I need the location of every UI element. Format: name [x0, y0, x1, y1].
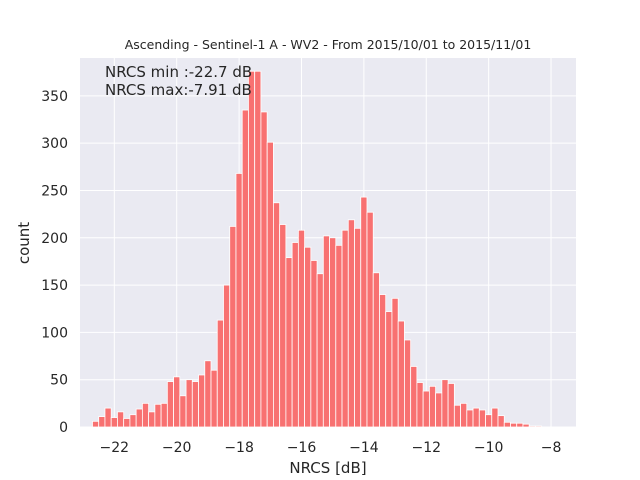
histogram-bar: [435, 392, 443, 428]
histogram-bar: [92, 420, 100, 428]
x-axis-label: NRCS [dB]: [289, 459, 366, 477]
x-tick-label: −22: [100, 440, 130, 456]
histogram-bar: [266, 141, 274, 428]
histogram-bar: [98, 416, 106, 428]
histogram-bar: [154, 403, 162, 428]
x-tick-label: −8: [541, 440, 562, 456]
histogram-bar: [204, 360, 212, 428]
histogram-bar: [179, 395, 187, 428]
histogram-bar: [297, 229, 306, 428]
histogram-bar: [185, 379, 193, 428]
x-axis-ticks: −22 −20 −18 −16 −14 −12 −10 −8: [100, 440, 562, 456]
y-axis-label: count: [15, 222, 33, 264]
histogram-bar: [347, 219, 355, 428]
y-tick-label: 100: [41, 325, 68, 341]
histogram-bar: [273, 202, 281, 428]
histogram-bar: [491, 407, 499, 428]
histogram-bar: [123, 418, 131, 428]
histogram-bar: [191, 381, 199, 428]
histogram-bars: [92, 70, 543, 428]
histogram-bar: [379, 294, 387, 428]
y-tick-label: 350: [41, 89, 68, 105]
histogram-bar: [117, 411, 125, 428]
histogram-bar: [447, 383, 455, 428]
histogram-bar: [416, 382, 424, 428]
histogram-bar: [291, 242, 299, 428]
histogram-bar: [329, 237, 337, 428]
histogram-bar: [422, 390, 430, 428]
histogram-bar: [441, 379, 449, 428]
histogram-bar: [129, 414, 137, 428]
histogram-bar: [285, 257, 293, 428]
histogram-bar: [210, 369, 218, 428]
histogram-bar: [528, 425, 536, 428]
histogram-bar: [198, 374, 206, 428]
histogram-bar: [248, 70, 256, 428]
histogram-bar: [241, 109, 249, 428]
nrcs-max-annotation: NRCS max:-7.91 dB: [105, 81, 252, 99]
x-tick-label: −10: [474, 440, 504, 456]
histogram-bar: [466, 409, 474, 428]
histogram-bar: [472, 407, 480, 428]
histogram-bar: [148, 411, 156, 428]
histogram-bar: [322, 235, 330, 428]
histogram-bar: [160, 402, 168, 428]
histogram-bar: [304, 246, 312, 428]
histogram-bar: [341, 229, 349, 428]
histogram-bar: [485, 414, 493, 428]
histogram-bar: [166, 381, 174, 428]
chart-title: Ascending - Sentinel-1 A - WV2 - From 20…: [125, 37, 532, 52]
y-tick-label: 300: [41, 136, 68, 152]
histogram-bar: [366, 211, 374, 428]
y-tick-label: 150: [41, 278, 68, 294]
histogram-bar: [104, 407, 112, 428]
histogram-bar: [260, 111, 268, 428]
histogram-bar: [385, 311, 393, 428]
histogram-bar: [397, 320, 405, 428]
histogram-bar: [310, 260, 318, 428]
histogram-bar: [279, 224, 287, 428]
histogram-bar: [235, 173, 243, 428]
histogram-bar: [110, 417, 118, 428]
x-tick-label: −12: [411, 440, 441, 456]
histogram-bar: [460, 402, 468, 428]
histogram-bar: [141, 402, 150, 428]
y-tick-label: 200: [41, 231, 68, 247]
histogram-bar: [510, 422, 518, 428]
histogram-bar: [453, 404, 461, 428]
histogram-bar: [173, 376, 181, 428]
histogram-bar: [223, 284, 231, 428]
y-axis-ticks: 0 50 100 150 200 250 300 350: [41, 89, 68, 436]
x-tick-label: −20: [162, 440, 192, 456]
histogram-bar: [135, 408, 143, 428]
histogram-bar: [478, 409, 486, 428]
y-tick-label: 0: [59, 420, 68, 436]
histogram-bar: [229, 226, 237, 428]
histogram-bar: [410, 366, 418, 428]
histogram-bar: [404, 339, 412, 428]
x-tick-label: −18: [224, 440, 254, 456]
histogram-bar: [497, 415, 505, 428]
x-tick-label: −16: [287, 440, 317, 456]
y-tick-label: 50: [50, 373, 68, 389]
histogram-bar: [522, 423, 530, 428]
y-tick-label: 250: [41, 183, 68, 199]
histogram-bar: [316, 273, 324, 428]
histogram-bar: [372, 272, 380, 428]
histogram-bar: [503, 421, 511, 428]
histogram-bar: [254, 70, 262, 428]
histogram-bar: [216, 319, 224, 428]
x-tick-label: −14: [349, 440, 379, 456]
histogram-bar: [535, 425, 543, 428]
histogram-bar: [335, 244, 343, 428]
nrcs-min-annotation: NRCS min :-22.7 dB: [105, 63, 252, 81]
histogram-bar: [516, 422, 524, 428]
histogram-bar: [391, 297, 399, 428]
histogram-bar: [360, 196, 368, 428]
histogram-bar: [354, 227, 362, 428]
histogram-bar: [428, 385, 437, 428]
